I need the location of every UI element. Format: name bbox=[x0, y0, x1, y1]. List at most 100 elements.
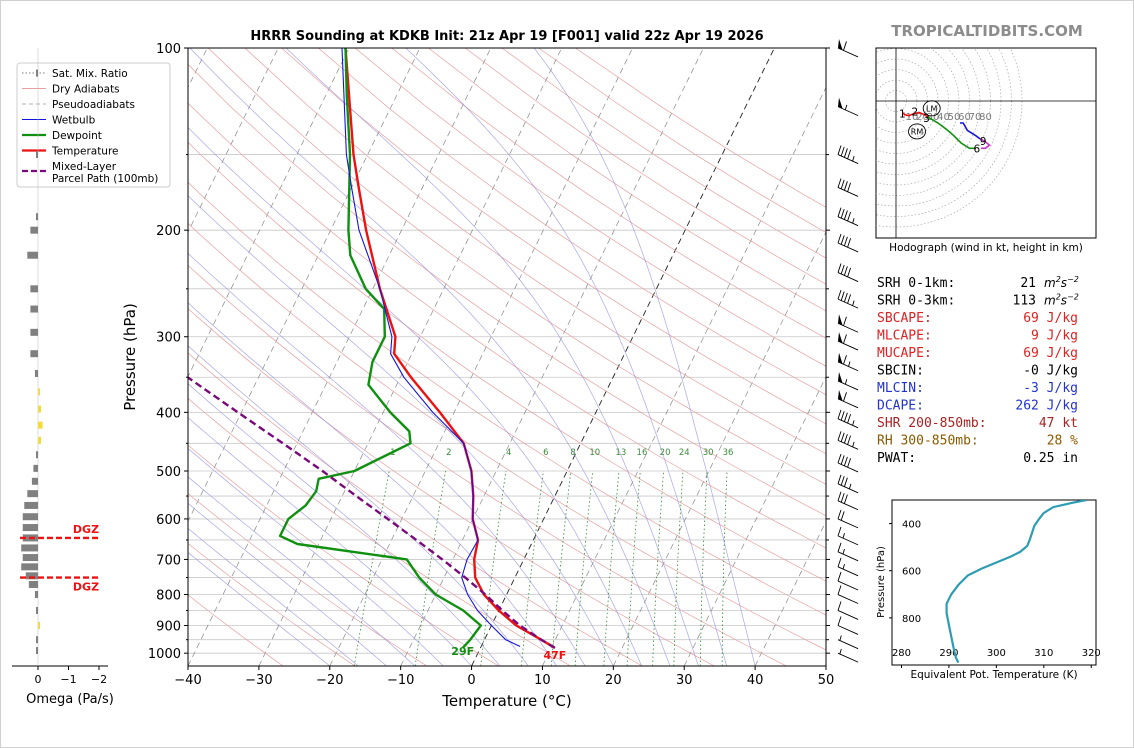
y-tick-label: 700 bbox=[156, 553, 181, 568]
index-unit: m2s−2 bbox=[1044, 293, 1079, 308]
storm-motion-marker bbox=[922, 100, 941, 117]
y-tick-label: 400 bbox=[156, 406, 181, 421]
barb-full bbox=[837, 474, 842, 484]
index-value: 47 kt bbox=[1039, 416, 1078, 431]
chart-title: HRRR Sounding at KDKB Init: 21z Apr 19 [… bbox=[250, 29, 763, 44]
wind-barb bbox=[837, 526, 859, 546]
omega-bar bbox=[36, 151, 38, 159]
legend-label: Sat. Mix. Ratio bbox=[52, 68, 128, 80]
x-tick-label: 0 bbox=[467, 673, 475, 688]
mixing-ratio-line bbox=[603, 470, 620, 666]
index-label: SRH 0-3km: bbox=[877, 294, 955, 309]
index-value: 0.25 in bbox=[1023, 451, 1078, 466]
barb-full bbox=[843, 355, 847, 365]
barb-full bbox=[843, 334, 847, 344]
y-tick-label: 900 bbox=[156, 619, 181, 634]
mixing-ratio-line bbox=[699, 470, 708, 666]
wind-barb bbox=[837, 207, 859, 227]
barb-full bbox=[837, 557, 842, 567]
barb-full bbox=[843, 434, 848, 444]
wind-barb bbox=[837, 648, 859, 663]
omega-tick-label: −1 bbox=[60, 673, 76, 686]
omega-xlabel: Omega (Pa/s) bbox=[26, 692, 114, 707]
dry-adiabat-line bbox=[188, 444, 499, 666]
unit-exp: −2 bbox=[1067, 275, 1079, 284]
y-tick-label: 600 bbox=[156, 513, 181, 528]
legend-label-line: Dry Adiabats bbox=[52, 84, 120, 96]
barb-half bbox=[852, 155, 855, 162]
mixing-ratio-label: 36 bbox=[723, 448, 734, 458]
dry-adiabat-line bbox=[188, 222, 826, 651]
barb-full bbox=[843, 210, 848, 220]
omega-bar bbox=[22, 554, 38, 562]
barb-full bbox=[847, 294, 852, 304]
mixing-ratio-label: 4 bbox=[506, 448, 511, 458]
dry-adiabat-line bbox=[188, 542, 356, 666]
pseudoadiabat-line bbox=[188, 252, 586, 666]
wind-barb bbox=[837, 474, 859, 494]
barb-flag bbox=[838, 97, 843, 109]
pseudoadiabat-line bbox=[188, 195, 614, 666]
barb-full bbox=[847, 458, 852, 468]
barb-staff bbox=[837, 418, 859, 429]
x-tick-label: 40 bbox=[747, 673, 764, 688]
wind-barb bbox=[837, 542, 859, 562]
index-label: MUCAPE: bbox=[877, 346, 932, 361]
index-label: DCAPE: bbox=[877, 399, 924, 414]
mixing-ratio-line bbox=[652, 470, 664, 666]
pseudoadiabat-line bbox=[189, 48, 671, 666]
omega-tick-label: 0 bbox=[35, 673, 42, 686]
hodograph-height-label: 1 bbox=[899, 109, 906, 121]
barb-full bbox=[837, 571, 842, 582]
theta-e-xlabel: Equivalent Pot. Temperature (K) bbox=[910, 669, 1077, 681]
wind-barb bbox=[837, 557, 859, 577]
wind-barb bbox=[837, 178, 859, 197]
index-value: -3 J/kg bbox=[1023, 381, 1078, 396]
wind-barb bbox=[837, 453, 859, 473]
barb-full bbox=[840, 208, 845, 219]
legend-label: Dry Adiabats bbox=[52, 84, 120, 96]
hodograph-ring-label: 10 bbox=[906, 112, 919, 123]
barb-full bbox=[837, 585, 842, 595]
barb-flag bbox=[838, 352, 843, 364]
theta-e-x-tick-label: 320 bbox=[1082, 648, 1101, 659]
omega-bar bbox=[22, 524, 38, 532]
surface-temperature-label: 47F bbox=[543, 649, 566, 662]
pseudoadiabat-line bbox=[188, 345, 529, 666]
wind-barb bbox=[837, 352, 859, 372]
hodograph-height-label: 6 bbox=[974, 143, 981, 155]
theta-e-profile bbox=[945, 500, 1087, 664]
isotherm-line bbox=[471, 48, 775, 666]
index-label: RH 300-850mb: bbox=[877, 434, 979, 449]
x-tick-label: 30 bbox=[676, 673, 693, 688]
x-tick-label: −30 bbox=[245, 673, 272, 688]
barb-staff bbox=[837, 652, 859, 663]
barb-full bbox=[840, 264, 845, 275]
wind-barb bbox=[837, 571, 859, 591]
barb-half bbox=[852, 441, 855, 448]
unit-base: s bbox=[1061, 276, 1067, 290]
barb-staff bbox=[837, 518, 859, 529]
y-tick-label: 800 bbox=[156, 589, 181, 604]
barb-flag bbox=[838, 332, 843, 344]
barb-full bbox=[837, 491, 842, 501]
omega-tick-label: −2 bbox=[91, 673, 107, 686]
barb-full bbox=[843, 456, 848, 466]
series-mixed-layer-parcel-path-mb bbox=[188, 376, 556, 649]
wind-barb bbox=[837, 585, 859, 604]
series-dewpoint bbox=[278, 48, 482, 649]
omega-bar bbox=[22, 513, 38, 521]
dry-adiabat-line bbox=[188, 352, 643, 666]
barb-full bbox=[840, 291, 845, 301]
barb-full bbox=[847, 238, 852, 248]
barb-half bbox=[842, 532, 845, 539]
wind-barb bbox=[837, 635, 859, 650]
barb-full bbox=[840, 411, 845, 421]
theta-e-x-tick-label: 310 bbox=[1034, 648, 1053, 659]
wind-barb bbox=[837, 509, 859, 529]
dgz-label: DGZ bbox=[73, 581, 99, 594]
index-label: MLCAPE: bbox=[877, 329, 932, 344]
x-tick-label: 20 bbox=[605, 673, 622, 688]
pseudoadiabat-line bbox=[285, 48, 699, 666]
omega-bar bbox=[30, 350, 38, 358]
